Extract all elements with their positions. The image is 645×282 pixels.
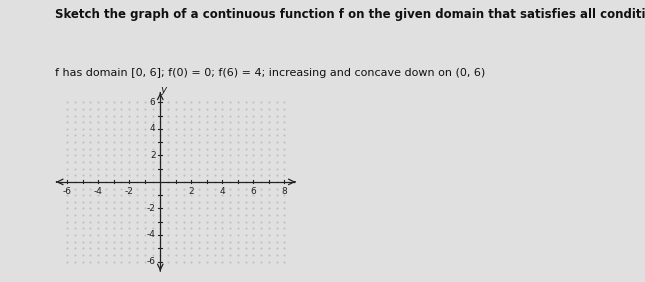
Text: 2: 2: [188, 186, 194, 195]
Text: f has domain [0, 6]; f(0) = 0; f(6) = 4; increasing and concave down on (0, 6): f has domain [0, 6]; f(0) = 0; f(6) = 4;…: [55, 68, 485, 78]
Text: 2: 2: [150, 151, 155, 160]
Text: 6: 6: [250, 186, 256, 195]
Text: 8: 8: [281, 186, 287, 195]
Text: Sketch the graph of a continuous function f on the given domain that satisfies a: Sketch the graph of a continuous functio…: [55, 8, 645, 21]
Text: -4: -4: [94, 186, 103, 195]
Text: 4: 4: [219, 186, 225, 195]
Text: -2: -2: [146, 204, 155, 213]
Text: 4: 4: [150, 124, 155, 133]
Text: -4: -4: [146, 230, 155, 239]
Text: y: y: [160, 85, 166, 95]
Text: 6: 6: [150, 98, 155, 107]
Text: -6: -6: [63, 186, 72, 195]
Text: -6: -6: [146, 257, 155, 266]
Text: -2: -2: [125, 186, 134, 195]
